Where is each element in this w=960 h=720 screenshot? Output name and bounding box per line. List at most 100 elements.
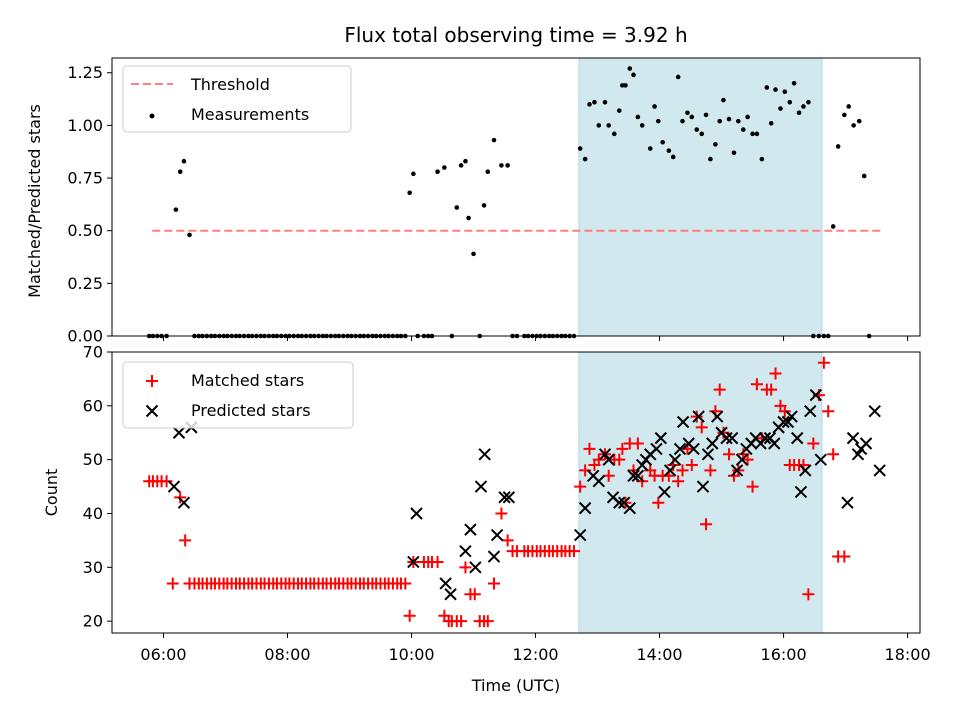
predicted-point xyxy=(794,485,808,499)
predicted-point xyxy=(623,501,636,515)
predicted-point xyxy=(592,474,605,488)
measurement-point xyxy=(177,169,183,175)
matched-point xyxy=(690,410,703,423)
bottom-legend-box xyxy=(122,361,354,429)
measurement-point xyxy=(647,146,653,151)
predicted-point xyxy=(627,469,640,483)
predicted-point xyxy=(725,431,739,445)
measurements-legend-label: Measurements xyxy=(191,105,309,124)
predicted-point xyxy=(635,458,649,472)
predicted-point xyxy=(841,496,854,509)
matched-point xyxy=(174,491,187,504)
measurements-legend-swatch xyxy=(149,113,155,119)
measurement-point xyxy=(750,131,755,137)
measurement-point xyxy=(623,83,628,88)
matched-legend-swatch xyxy=(146,375,158,387)
measurement-point xyxy=(726,116,732,122)
matched-legend-marker xyxy=(146,375,158,387)
chart-title: Flux total observing time = 3.92 h xyxy=(344,23,687,47)
predicted-point xyxy=(487,550,501,563)
predicted-point xyxy=(658,485,671,499)
matched-point xyxy=(613,453,626,466)
matched-point xyxy=(672,475,685,488)
measurement-point xyxy=(835,144,841,149)
matched-point xyxy=(592,453,605,466)
predicted-point xyxy=(407,555,420,569)
measurement-point xyxy=(782,89,788,94)
matched-point xyxy=(695,421,708,434)
matched-point xyxy=(574,480,587,493)
matched-point xyxy=(583,442,596,455)
measurement-point xyxy=(768,120,774,126)
predicted-point xyxy=(654,431,668,445)
matched-point xyxy=(431,555,444,568)
measurement-point xyxy=(627,66,633,71)
predicted-point xyxy=(846,431,860,445)
matched-point xyxy=(487,577,500,590)
x-tick-label: 12:00 xyxy=(512,645,558,664)
measurement-point xyxy=(806,99,811,105)
observing-window-shade-top xyxy=(578,57,823,337)
predicted-legend-marker xyxy=(145,404,159,418)
predicted-point xyxy=(735,453,749,466)
measurement-point xyxy=(666,148,672,153)
y-tick-label: 0.00 xyxy=(67,327,103,346)
predicted-point xyxy=(650,442,663,456)
matched-point xyxy=(802,588,815,601)
predicted-point xyxy=(464,523,477,536)
predicted-point xyxy=(167,480,181,493)
matched-point xyxy=(399,577,412,590)
measurement-point xyxy=(689,114,695,120)
measurement-point xyxy=(764,85,770,90)
predicted-point xyxy=(720,431,733,445)
measurement-point xyxy=(856,118,862,124)
predicted-point xyxy=(631,469,645,483)
measurement-point xyxy=(675,74,681,80)
matched-point xyxy=(765,383,778,396)
measurement-point xyxy=(713,142,718,147)
predicted-legend-label: Predicted stars xyxy=(191,401,311,420)
measurement-point xyxy=(796,110,802,116)
matched-point xyxy=(713,383,726,396)
top-y-axis-label: Matched/Predicted stars xyxy=(25,104,44,298)
top-legend: Threshold Measurements xyxy=(122,65,352,133)
predicted-point xyxy=(439,577,452,590)
predicted-point xyxy=(868,405,881,418)
measurement-point xyxy=(830,224,836,229)
measurement-point xyxy=(660,139,665,145)
measurement-point xyxy=(639,123,645,128)
x-tick-label: 18:00 xyxy=(885,645,931,664)
observing-window-shade-bottom xyxy=(578,351,823,634)
matched-point xyxy=(817,356,830,369)
matched-point xyxy=(746,480,759,493)
measurement-point xyxy=(670,154,676,160)
matched-point xyxy=(838,550,851,563)
x-tick-label: 16:00 xyxy=(761,645,807,664)
matched-point xyxy=(179,534,192,547)
measurement-point xyxy=(577,146,583,151)
y-tick-label: 40 xyxy=(83,504,103,523)
matched-point xyxy=(723,448,736,461)
measurement-point xyxy=(611,131,617,137)
measurement-point xyxy=(458,163,464,168)
measurement-point xyxy=(791,80,797,86)
predicted-point xyxy=(502,491,516,504)
measurement-point xyxy=(481,203,487,208)
measurement-point xyxy=(861,173,867,179)
predicted-point xyxy=(668,453,682,466)
measurement-point xyxy=(703,112,709,118)
predicted-point xyxy=(490,528,504,542)
matched-point xyxy=(631,437,644,450)
predicted-point xyxy=(692,410,705,423)
measurement-point xyxy=(656,118,661,124)
measurement-point xyxy=(442,165,447,170)
top-panel: 0.00 0.25 0.50 0.75 1.00 1.25 Matched/Predict… xyxy=(25,57,921,346)
y-tick-label: 1.25 xyxy=(67,63,103,82)
bottom-plot-frame xyxy=(111,351,921,634)
measurement-point xyxy=(499,163,504,168)
predicted-point xyxy=(768,437,781,450)
measurement-point xyxy=(173,207,179,212)
predicted-point xyxy=(478,448,491,461)
predicted-point xyxy=(598,448,612,461)
